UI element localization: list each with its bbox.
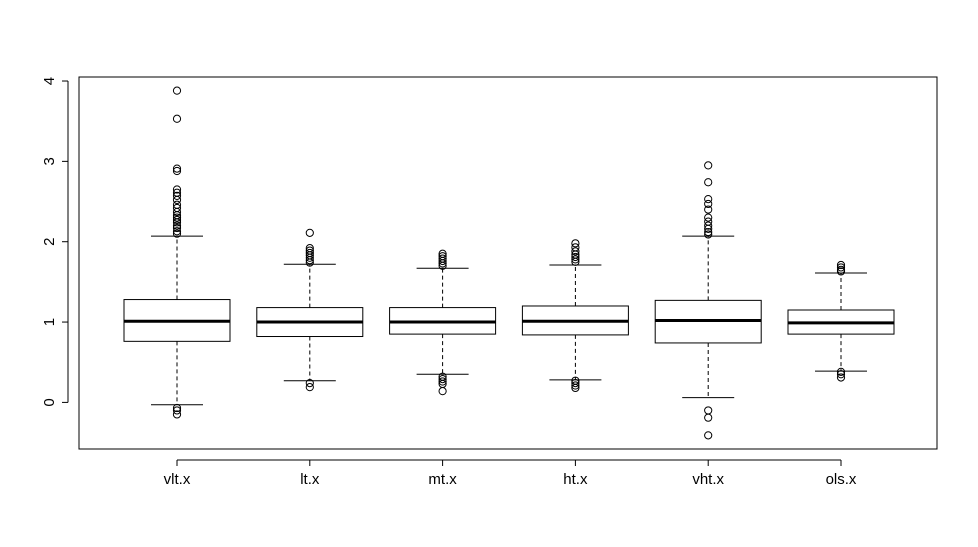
boxes-layer (123, 86, 895, 440)
outlier-point (438, 377, 447, 386)
outlier-point (305, 379, 314, 388)
outlier-point (172, 213, 182, 222)
outlier-point (305, 253, 314, 262)
x-tick-label: vht.x (692, 471, 724, 488)
outlier-point (704, 431, 713, 440)
outlier-point (704, 224, 713, 233)
outlier-point (571, 255, 580, 264)
outlier-point (305, 383, 314, 392)
outlier-point (438, 259, 447, 268)
outlier-point (704, 227, 713, 237)
outlier-point (571, 252, 580, 262)
plot-frame (78, 76, 938, 450)
outlier-point (571, 383, 580, 393)
box-group (123, 86, 231, 419)
outlier-point (704, 213, 713, 222)
x-tick-label: mt.x (428, 471, 457, 488)
outlier-point (571, 239, 580, 248)
box-group (787, 260, 895, 382)
outlier-point (172, 410, 182, 419)
outlier-point (704, 406, 713, 415)
outlier-point (704, 221, 713, 230)
y-tick-label: 1 (41, 318, 58, 326)
outlier-point (172, 114, 182, 123)
outlier-point (704, 199, 713, 209)
outlier-point (172, 164, 182, 173)
outlier-point (836, 267, 846, 276)
outlier-point (704, 178, 713, 187)
box-group (521, 239, 629, 393)
outlier-point (172, 403, 182, 413)
outlier-point (438, 256, 447, 266)
outlier-point (836, 370, 846, 379)
y-tick-label: 0 (41, 398, 58, 406)
outlier-point (704, 205, 713, 214)
outlier-point (172, 185, 182, 194)
outlier-point (172, 406, 182, 415)
outlier-point (438, 374, 447, 384)
outlier-point (172, 166, 182, 176)
outlier-point (172, 229, 182, 238)
outlier-point (172, 218, 182, 227)
outlier-point (704, 161, 713, 170)
x-tick-label: lt.x (300, 471, 320, 488)
outlier-point (172, 227, 182, 236)
outlier-point (836, 263, 846, 272)
axes-layer: 0 1 2 3 4 vlt.x lt.x mt.x ht.x vht.x ols.x (41, 76, 938, 488)
y-tick-label: 3 (41, 157, 58, 165)
outlier-point (172, 215, 182, 225)
outlier-point (438, 261, 447, 270)
outlier-point (172, 223, 182, 233)
x-tick-label: vlt.x (164, 471, 191, 488)
outlier-point (305, 258, 314, 267)
outlier-point (836, 373, 846, 382)
outlier-point (172, 221, 182, 230)
outlier-point (571, 257, 580, 266)
box-group (389, 249, 497, 396)
outlier-point (704, 230, 713, 239)
box-group (654, 161, 762, 440)
outlier-point (172, 86, 182, 95)
outlier-point (438, 387, 447, 396)
box-group (256, 228, 364, 392)
outlier-point (571, 247, 580, 256)
outlier-point (836, 367, 846, 376)
outlier-point (571, 379, 580, 388)
x-tick-label: ols.x (826, 471, 857, 488)
y-tick-label: 2 (41, 238, 58, 246)
y-tick-label: 4 (41, 77, 58, 85)
outlier-point (704, 195, 713, 204)
outlier-point (571, 381, 580, 390)
outlier-point (172, 195, 182, 205)
outlier-point (704, 413, 713, 422)
outlier-point (172, 207, 182, 217)
x-tick-label: ht.x (563, 471, 588, 488)
outlier-point (305, 228, 314, 237)
outlier-point (305, 256, 314, 265)
outlier-point (836, 260, 846, 270)
outlier-point (172, 191, 182, 201)
